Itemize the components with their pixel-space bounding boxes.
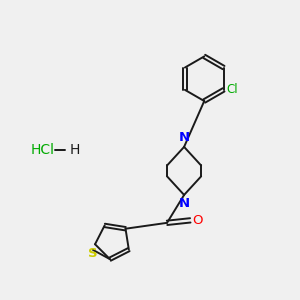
Text: Cl: Cl xyxy=(226,83,238,96)
Text: HCl: HCl xyxy=(31,143,55,157)
Text: N: N xyxy=(178,197,190,210)
Text: O: O xyxy=(192,214,202,227)
Text: N: N xyxy=(178,131,190,144)
Text: H: H xyxy=(69,143,80,157)
Text: S: S xyxy=(88,247,98,260)
